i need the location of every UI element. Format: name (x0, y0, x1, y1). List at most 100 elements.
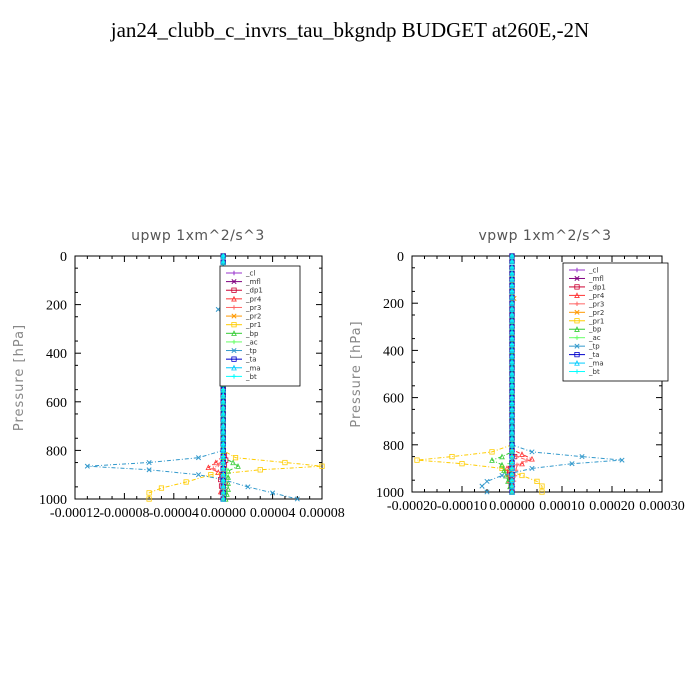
series-line (511, 256, 529, 493)
marker-bt (509, 413, 515, 418)
legend-label: _pr3 (588, 300, 604, 308)
marker-ma (574, 359, 580, 366)
legend-item-tp: _tp (226, 347, 257, 355)
marker-bt (509, 377, 515, 383)
x-tick-label: -0.00020 (387, 499, 437, 514)
legend-label: _pr4 (588, 292, 605, 300)
legend-item-tp: _tp (569, 343, 600, 351)
marker-pr1 (534, 478, 540, 484)
marker-bp (225, 486, 231, 492)
legend-label: _pr2 (588, 309, 604, 317)
marker-bt (509, 395, 515, 400)
legend-label: _ta (588, 351, 600, 359)
marker-bp (224, 491, 230, 497)
legend-label: _pr3 (245, 304, 261, 312)
legend-item-ma: _ma (226, 364, 261, 372)
marker-pr4 (212, 459, 219, 466)
marker-bt (221, 423, 226, 429)
legend-item-bt: _bt (226, 373, 257, 381)
marker-bt (221, 454, 226, 459)
marker-bt (509, 365, 515, 371)
legend-item-mfl: _mfl (569, 275, 604, 283)
marker-bt (509, 348, 515, 353)
y-tick-label: 400 (383, 344, 404, 359)
marker-bt (221, 387, 226, 392)
legend-item-bt: _bt (569, 368, 600, 376)
marker-bp (231, 330, 237, 336)
marker-bt (509, 271, 515, 276)
legend-label: _pr2 (245, 313, 261, 321)
marker-pr1 (158, 485, 165, 491)
legend-item-ta: _ta (569, 351, 600, 359)
y-axis-label: Pressure [hPa] (12, 324, 27, 431)
marker-pr4 (574, 292, 580, 298)
marker-bt (509, 466, 515, 471)
legend-item-pr2: _pr2 (226, 313, 261, 321)
marker-bp (574, 326, 580, 332)
legend: _cl_mfl_dp1_pr4_pr3_pr2_pr1_bp_ac_tp_ta_… (219, 265, 301, 387)
legend-item-cl: _cl (569, 267, 598, 275)
marker-cl (231, 270, 237, 276)
marker-bt (509, 312, 515, 318)
x-tick-label: 0.00000 (200, 506, 246, 521)
series-bt (509, 253, 515, 495)
marker-bp (503, 472, 509, 479)
marker-bt (509, 259, 515, 265)
marker-bt (221, 399, 226, 404)
y-axis-label: Pressure [hPa] (349, 320, 364, 427)
y-tick-label: 600 (383, 392, 404, 407)
y-tick-label: 600 (46, 396, 67, 411)
figure-title: jan24_clubb_c_invrs_tau_bkgndp BUDGET at… (110, 18, 590, 42)
marker-pr1 (146, 490, 152, 496)
marker-bt (221, 448, 226, 453)
marker-tp (146, 467, 152, 473)
marker-bt (509, 324, 515, 329)
marker-bt (509, 454, 515, 459)
marker-bt (509, 460, 515, 465)
marker-bt (221, 496, 226, 502)
marker-bp (501, 467, 507, 473)
marker-tp (146, 459, 152, 466)
legend-item-pr3: _pr3 (569, 300, 604, 308)
legend-label: _tp (245, 347, 257, 355)
legend-label: _bt (245, 373, 257, 381)
marker-tp (529, 465, 535, 471)
marker-bp (235, 463, 241, 469)
y-tick-label: 200 (383, 297, 404, 312)
marker-bt (509, 472, 515, 477)
marker-bp (225, 474, 231, 480)
marker-bt (221, 417, 226, 423)
marker-bt (509, 306, 515, 312)
marker-tp (479, 483, 485, 489)
marker-pr4 (519, 460, 525, 467)
marker-pr3 (216, 462, 221, 468)
y-tick-label: 200 (46, 299, 67, 314)
marker-mfl (231, 279, 237, 285)
legend-label: _mfl (245, 278, 261, 286)
legend-item-pr2: _pr2 (569, 309, 604, 317)
marker-bp (225, 480, 231, 486)
legend-label: _tp (588, 343, 600, 351)
y-tick-label: 400 (46, 347, 67, 362)
marker-bt (221, 411, 226, 417)
marker-tp (231, 347, 237, 354)
legend-label: _pr1 (588, 317, 604, 325)
legend-item-ac: _ac (569, 334, 601, 342)
y-tick-label: 0 (397, 250, 404, 265)
legend-label: _ac (588, 334, 601, 342)
marker-bt (509, 442, 515, 447)
legend-box (219, 265, 301, 387)
marker-ac (574, 335, 580, 340)
marker-bt (509, 478, 515, 483)
chart-panel-2: vpwp 1xm^2/s^3 Pressure [hPa] 0 200 400 600 80… (349, 228, 685, 514)
marker-bt (509, 283, 515, 288)
marker-bt (509, 318, 515, 324)
marker-bt (509, 354, 515, 359)
x-tick-label: 0.00010 (539, 499, 585, 514)
marker-bt (221, 466, 226, 471)
marker-tp (195, 455, 202, 461)
legend-item-dp1: _dp1 (569, 283, 606, 291)
x-tick-label: 0.00000 (489, 499, 535, 514)
marker-bt (221, 259, 226, 265)
marker-tp (499, 472, 505, 479)
